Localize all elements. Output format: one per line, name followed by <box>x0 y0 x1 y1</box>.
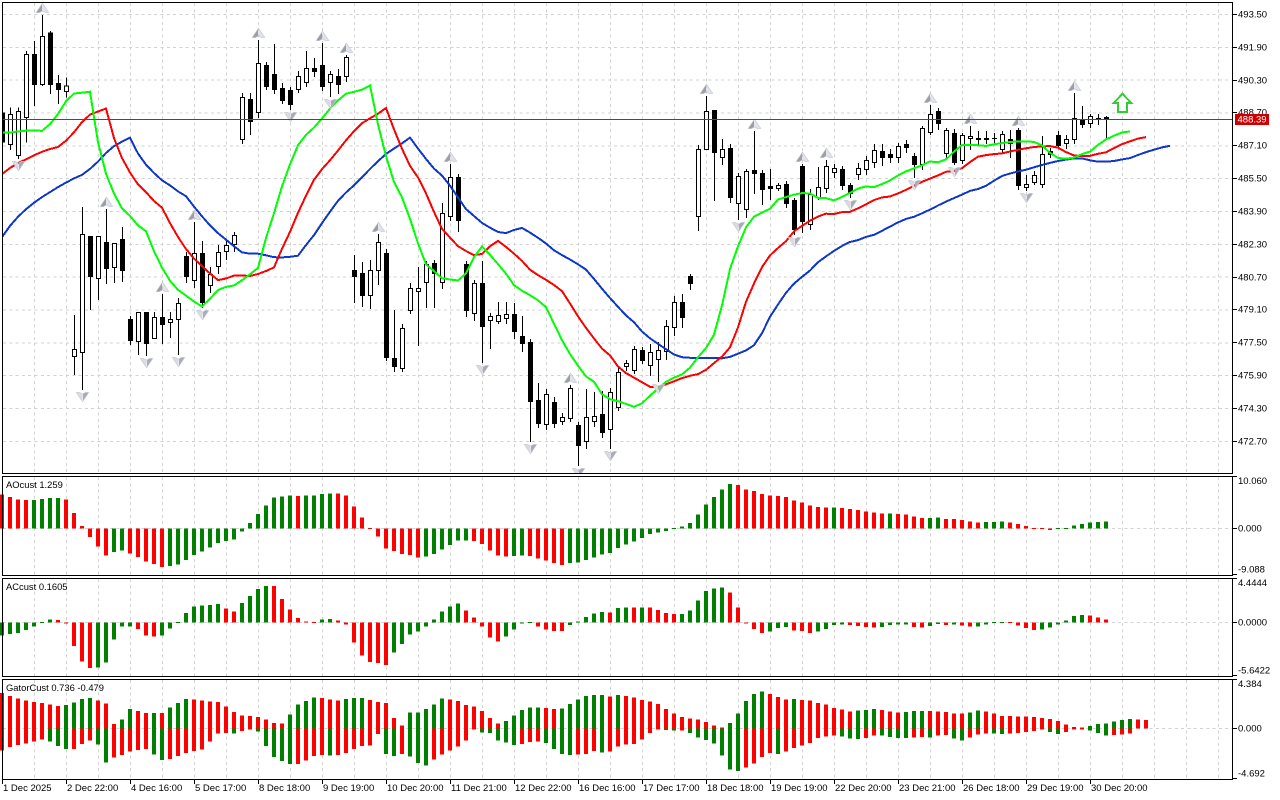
svg-text:16 Dec 16:00: 16 Dec 16:00 <box>579 783 636 794</box>
svg-text:477.50: 477.50 <box>1238 338 1267 349</box>
svg-text:4.384: 4.384 <box>1238 679 1262 690</box>
svg-text:11 Dec 21:00: 11 Dec 21:00 <box>451 783 507 794</box>
svg-text:9 Dec 19:00: 9 Dec 19:00 <box>323 783 374 794</box>
svg-text:488.70: 488.70 <box>1238 108 1267 119</box>
svg-text:10.060: 10.060 <box>1238 476 1267 487</box>
svg-text:22 Dec 20:00: 22 Dec 20:00 <box>835 783 892 794</box>
svg-text:480.70: 480.70 <box>1238 273 1267 284</box>
svg-text:482.30: 482.30 <box>1238 240 1267 251</box>
svg-text:12 Dec 22:00: 12 Dec 22:00 <box>515 783 572 794</box>
svg-text:487.10: 487.10 <box>1238 141 1267 152</box>
svg-text:0.0000: 0.0000 <box>1238 618 1267 629</box>
svg-text:26 Dec 18:00: 26 Dec 18:00 <box>963 783 1020 794</box>
svg-text:5 Dec 17:00: 5 Dec 17:00 <box>195 783 246 794</box>
svg-text:0.000: 0.000 <box>1238 724 1262 735</box>
svg-text:479.10: 479.10 <box>1238 305 1267 316</box>
svg-text:483.90: 483.90 <box>1238 207 1267 218</box>
svg-text:ACcust 0.1605: ACcust 0.1605 <box>6 581 68 592</box>
svg-text:AOcust 1.259: AOcust 1.259 <box>6 479 63 490</box>
svg-text:485.50: 485.50 <box>1238 174 1267 185</box>
svg-text:475.90: 475.90 <box>1238 371 1267 382</box>
svg-text:1 Dec 2025: 1 Dec 2025 <box>3 783 52 794</box>
svg-text:-4.692: -4.692 <box>1238 769 1265 780</box>
svg-text:491.90: 491.90 <box>1238 43 1267 54</box>
svg-text:2 Dec 22:00: 2 Dec 22:00 <box>67 783 118 794</box>
svg-text:474.30: 474.30 <box>1238 404 1267 415</box>
svg-text:17 Dec 17:00: 17 Dec 17:00 <box>643 783 700 794</box>
svg-text:-9.088: -9.088 <box>1238 565 1265 576</box>
svg-text:GatorCust 0.736 -0.479: GatorCust 0.736 -0.479 <box>6 682 104 693</box>
svg-text:472.70: 472.70 <box>1238 437 1267 448</box>
svg-text:488.39: 488.39 <box>1238 115 1267 126</box>
svg-text:30 Dec 20:00: 30 Dec 20:00 <box>1091 783 1148 794</box>
svg-text:490.30: 490.30 <box>1238 76 1267 87</box>
svg-text:493.50: 493.50 <box>1238 10 1267 21</box>
svg-text:-5.6422: -5.6422 <box>1238 666 1270 677</box>
svg-text:4 Dec 16:00: 4 Dec 16:00 <box>131 783 182 794</box>
svg-text:19 Dec 19:00: 19 Dec 19:00 <box>771 783 828 794</box>
svg-text:10 Dec 20:00: 10 Dec 20:00 <box>387 783 444 794</box>
svg-text:18 Dec 18:00: 18 Dec 18:00 <box>707 783 764 794</box>
svg-text:4.4444: 4.4444 <box>1238 578 1267 589</box>
svg-text:29 Dec 19:00: 29 Dec 19:00 <box>1027 783 1084 794</box>
svg-text:23 Dec 21:00: 23 Dec 21:00 <box>899 783 956 794</box>
svg-text:0.000: 0.000 <box>1238 524 1262 535</box>
svg-text:8 Dec 18:00: 8 Dec 18:00 <box>259 783 310 794</box>
